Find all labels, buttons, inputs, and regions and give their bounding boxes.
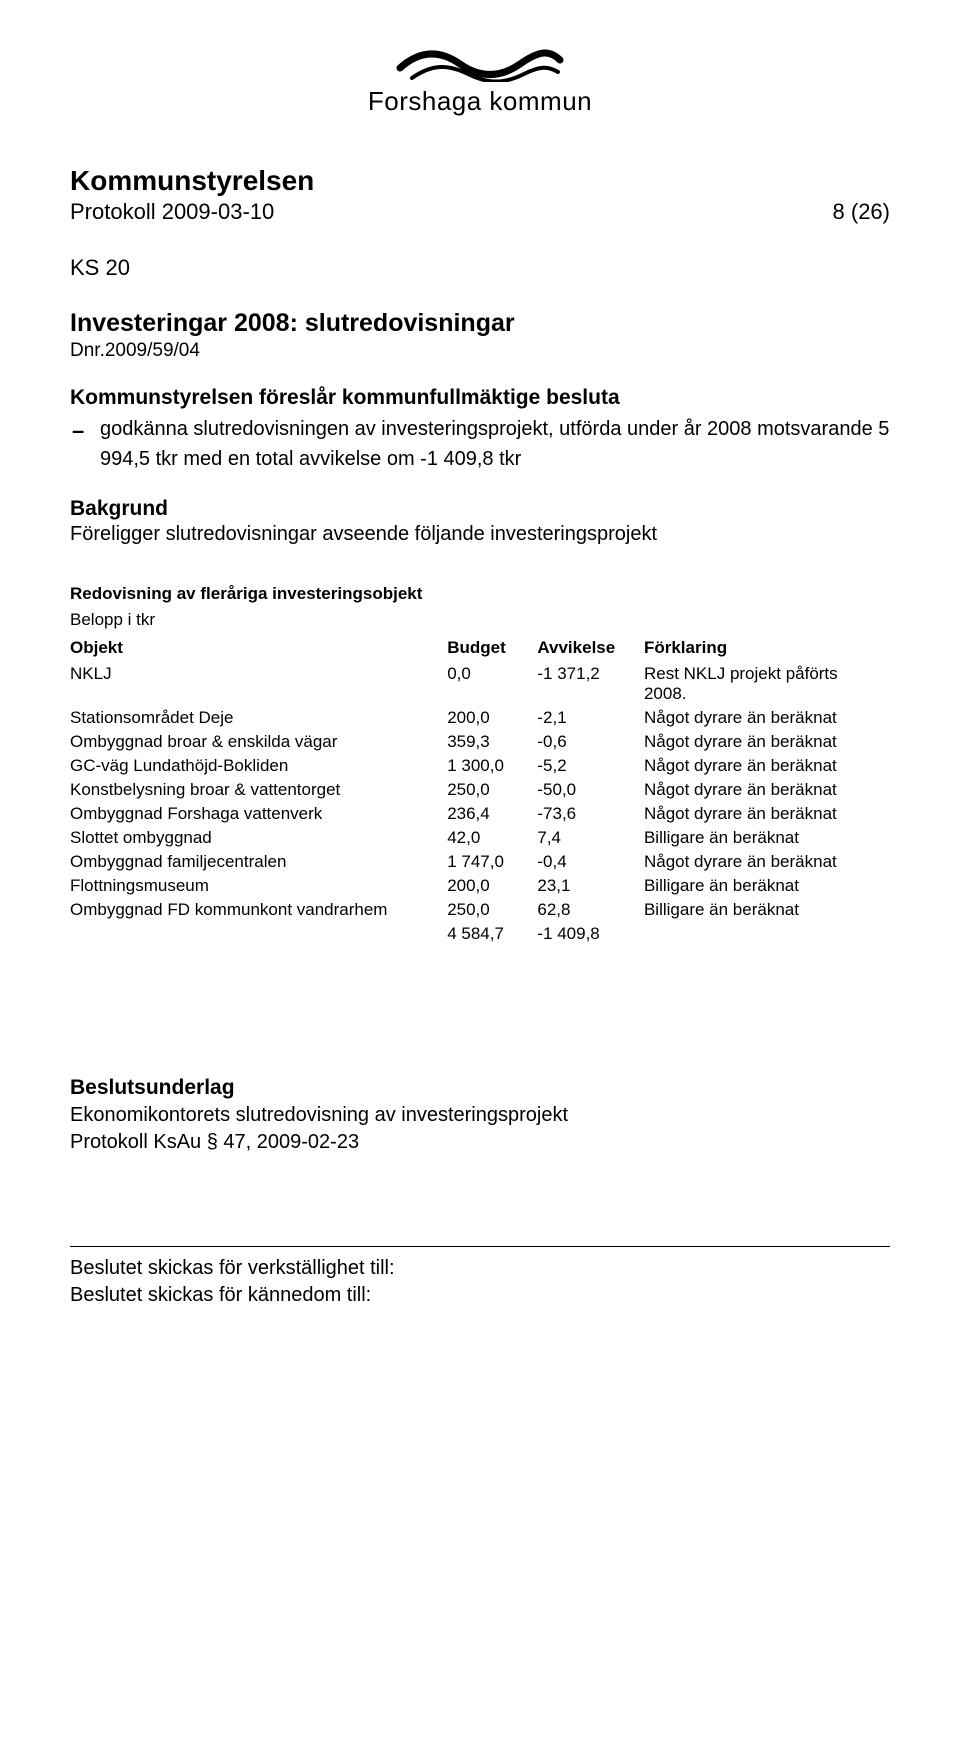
table-row: Ombyggnad Forshaga vattenverk 236,4 -73,…	[70, 802, 890, 826]
cell-avvikelse: 7,4	[537, 826, 644, 850]
footer-block: Beslutet skickas för verkställighet till…	[70, 1246, 890, 1309]
cell-budget-total: 4 584,7	[447, 922, 537, 946]
cell-avvikelse: 62,8	[537, 898, 644, 922]
document-page: Forshaga kommun Kommunstyrelsen Protokol…	[0, 0, 960, 1747]
cell-forklaring: Något dyrare än beräknat	[644, 754, 890, 778]
background-block: Bakgrund Föreligger slutredovisningar av…	[70, 497, 890, 548]
footer-line-2: Beslutet skickas för kännedom till:	[70, 1282, 890, 1309]
basis-line: Protokoll KsAu § 47, 2009-02-23	[70, 1129, 890, 1156]
doc-title: Kommunstyrelsen	[70, 165, 890, 197]
cell-budget: 236,4	[447, 802, 537, 826]
cell-budget: 250,0	[447, 898, 537, 922]
basis-block: Beslutsunderlag Ekonomikontorets slutred…	[70, 1076, 890, 1156]
table-row: Slottet ombyggnad 42,0 7,4 Billigare än …	[70, 826, 890, 850]
proposal-item: –godkänna slutredovisningen av investeri…	[100, 416, 890, 473]
cell-forklaring: Rest NKLJ projekt påförts 2008.	[644, 662, 890, 706]
proposal-item-text: godkänna slutredovisningen av investerin…	[100, 418, 889, 470]
matter-dnr: Dnr.2009/59/04	[70, 340, 890, 362]
col-objekt: Objekt	[70, 636, 447, 662]
table-header-row: Objekt Budget Avvikelse Förklaring	[70, 636, 890, 662]
background-text: Föreligger slutredovisningar avseende fö…	[70, 521, 890, 548]
proposal-heading: Kommunstyrelsen föreslår kommunfullmäkti…	[70, 386, 890, 410]
doc-subtitle: Protokoll 2009-03-10	[70, 199, 274, 225]
cell-forklaring: Något dyrare än beräknat	[644, 850, 890, 874]
cell-budget: 359,3	[447, 730, 537, 754]
col-budget: Budget	[447, 636, 537, 662]
cell-forklaring: Något dyrare än beräknat	[644, 802, 890, 826]
cell-avvikelse: -0,6	[537, 730, 644, 754]
col-avvikelse: Avvikelse	[537, 636, 644, 662]
wave-logo-icon	[390, 40, 570, 82]
dash-icon: –	[72, 416, 100, 446]
matter-title: Investeringar 2008: slutredovisningar	[70, 309, 890, 338]
cell-budget: 0,0	[447, 662, 537, 706]
table-row: Flottningsmuseum 200,0 23,1 Billigare än…	[70, 874, 890, 898]
cell-objekt: Slottet ombyggnad	[70, 826, 447, 850]
basis-line: Ekonomikontorets slutredovisning av inve…	[70, 1102, 890, 1129]
cell-forklaring: Något dyrare än beräknat	[644, 730, 890, 754]
table-total-row: 4 584,7 -1 409,8	[70, 922, 890, 946]
cell-objekt: Ombyggnad broar & enskilda vägar	[70, 730, 447, 754]
table-row: Ombyggnad FD kommunkont vandrarhem 250,0…	[70, 898, 890, 922]
cell-budget: 1 747,0	[447, 850, 537, 874]
cell-avvikelse: -1 371,2	[537, 662, 644, 706]
cell-budget: 42,0	[447, 826, 537, 850]
cell-forklaring: Billigare än beräknat	[644, 898, 890, 922]
cell-forklaring: Något dyrare än beräknat	[644, 706, 890, 730]
cell-forklaring	[644, 922, 890, 946]
cell-forklaring: Något dyrare än beräknat	[644, 778, 890, 802]
cell-forklaring: Billigare än beräknat	[644, 874, 890, 898]
cell-objekt: Ombyggnad Forshaga vattenverk	[70, 802, 447, 826]
proposal-list: –godkänna slutredovisningen av investeri…	[70, 416, 890, 473]
invest-table-title: Redovisning av fleråriga investeringsobj…	[70, 584, 890, 604]
cell-forklaring: Billigare än beräknat	[644, 826, 890, 850]
cell-objekt: GC-väg Lundathöjd-Bokliden	[70, 754, 447, 778]
cell-budget: 200,0	[447, 874, 537, 898]
cell-avvikelse: -50,0	[537, 778, 644, 802]
cell-avvikelse-total: -1 409,8	[537, 922, 644, 946]
investment-table: Objekt Budget Avvikelse Förklaring NKLJ …	[70, 636, 890, 946]
cell-objekt: Ombyggnad familjecentralen	[70, 850, 447, 874]
table-row: Stationsområdet Deje 200,0 -2,1 Något dy…	[70, 706, 890, 730]
invest-table-subtitle: Belopp i tkr	[70, 610, 890, 630]
page-number: 8 (26)	[833, 199, 890, 225]
table-row: Konstbelysning broar & vattentorget 250,…	[70, 778, 890, 802]
cell-budget: 200,0	[447, 706, 537, 730]
org-logo-block: Forshaga kommun	[70, 40, 890, 117]
cell-avvikelse: -0,4	[537, 850, 644, 874]
cell-objekt: Flottningsmuseum	[70, 874, 447, 898]
table-row: GC-väg Lundathöjd-Bokliden 1 300,0 -5,2 …	[70, 754, 890, 778]
table-row: NKLJ 0,0 -1 371,2 Rest NKLJ projekt påfö…	[70, 662, 890, 706]
background-heading: Bakgrund	[70, 497, 890, 521]
cell-avvikelse: -73,6	[537, 802, 644, 826]
cell-objekt: NKLJ	[70, 662, 447, 706]
table-row: Ombyggnad familjecentralen 1 747,0 -0,4 …	[70, 850, 890, 874]
cell-objekt: Konstbelysning broar & vattentorget	[70, 778, 447, 802]
basis-heading: Beslutsunderlag	[70, 1076, 890, 1100]
cell-avvikelse: -2,1	[537, 706, 644, 730]
cell-objekt: Stationsområdet Deje	[70, 706, 447, 730]
table-row: Ombyggnad broar & enskilda vägar 359,3 -…	[70, 730, 890, 754]
cell-objekt: Ombyggnad FD kommunkont vandrarhem	[70, 898, 447, 922]
cell-objekt	[70, 922, 447, 946]
doc-subheader-row: Protokoll 2009-03-10 8 (26)	[70, 199, 890, 225]
col-forklaring: Förklaring	[644, 636, 890, 662]
section-ref: KS 20	[70, 255, 890, 281]
cell-avvikelse: 23,1	[537, 874, 644, 898]
cell-budget: 250,0	[447, 778, 537, 802]
cell-budget: 1 300,0	[447, 754, 537, 778]
cell-avvikelse: -5,2	[537, 754, 644, 778]
footer-line-1: Beslutet skickas för verkställighet till…	[70, 1255, 890, 1282]
org-name: Forshaga kommun	[70, 86, 890, 117]
